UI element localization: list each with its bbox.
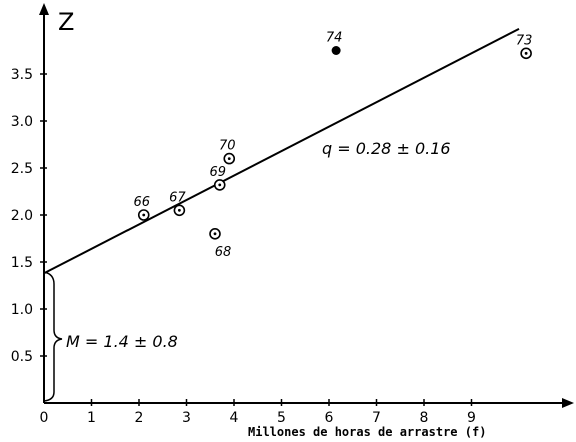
y-tick-label: 1.5 <box>11 255 33 271</box>
data-point-center <box>227 157 231 161</box>
x-tick-label: 1 <box>87 410 96 426</box>
x-tick-label: 7 <box>372 410 381 426</box>
x-axis-arrow <box>562 398 574 408</box>
intercept-annotation: M = 1.4 ± 0.8 <box>66 332 178 351</box>
x-tick-label: 9 <box>467 410 476 426</box>
data-point-label: 68 <box>215 245 232 260</box>
y-tick-label: 2.5 <box>11 161 33 177</box>
data-point-label: 74 <box>326 31 343 46</box>
x-tick-label: 8 <box>420 410 429 426</box>
fit-line-group <box>43 27 520 275</box>
y-tick-label: 2.0 <box>11 208 33 224</box>
x-tick-label: 4 <box>230 410 239 426</box>
points-group: 66 67 68 69 70 74 73 <box>133 31 532 260</box>
data-point-center <box>524 51 528 55</box>
data-point-center <box>218 183 222 187</box>
x-tick-label: 5 <box>277 410 286 426</box>
data-point-center <box>142 213 146 217</box>
data-point <box>331 46 341 55</box>
x-tick-label: 2 <box>135 410 144 426</box>
data-point-label: 67 <box>169 190 186 205</box>
x-tick-label: 6 <box>325 410 334 426</box>
data-point-center <box>213 232 217 236</box>
data-point-label: 66 <box>133 195 150 210</box>
x-axis-label: Millones de horas de arrastre (f) <box>248 425 486 439</box>
fit-line <box>43 27 520 275</box>
y-axis-arrow <box>39 3 49 15</box>
x-tick-label: 0 <box>40 410 49 426</box>
data-point-label: 73 <box>516 33 533 48</box>
y-tick-label: 1.0 <box>11 302 33 318</box>
slope-annotation: q = 0.28 ± 0.16 <box>322 139 451 158</box>
data-point-label: 69 <box>209 165 226 180</box>
y-tick-label: 3.5 <box>11 67 33 83</box>
data-point-center <box>177 208 181 212</box>
intercept-brace <box>43 271 63 402</box>
ticks: 0 1 2 3 4 5 6 7 8 90.51.01.52.02.53.03.5 <box>11 67 476 426</box>
x-tick-label: 3 <box>182 410 191 426</box>
y-tick-label: 3.0 <box>11 114 33 130</box>
y-tick-label: 0.5 <box>11 349 33 365</box>
data-point-label: 70 <box>219 139 236 154</box>
y-axis-label: Z <box>58 8 74 36</box>
